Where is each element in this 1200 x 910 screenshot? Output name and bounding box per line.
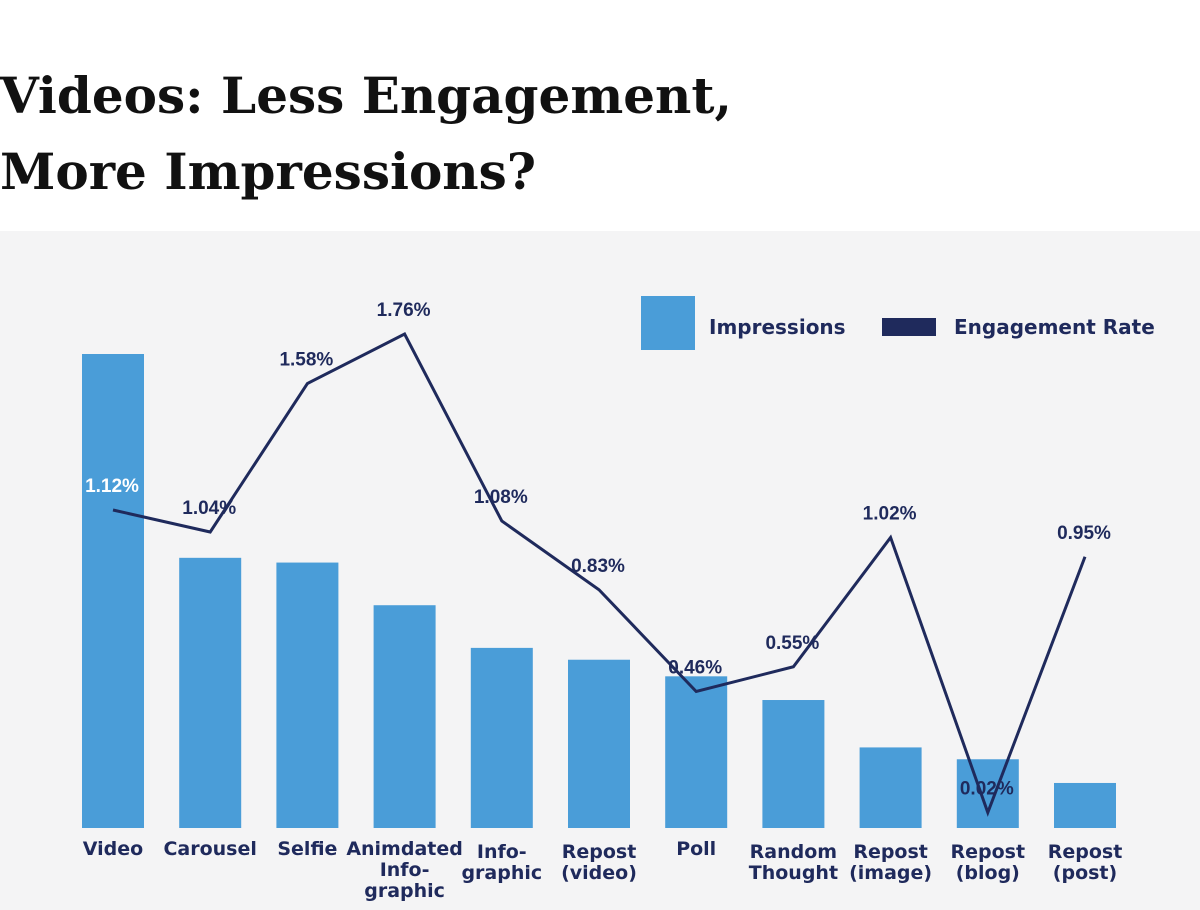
engagement-data-label: 1.04% (182, 498, 236, 519)
legend-impressions-swatch (641, 296, 695, 350)
category-label: Info-graphic (461, 841, 542, 884)
category-label: Repost (blog) (951, 841, 1026, 884)
impressions-bar (373, 605, 436, 828)
category-label: Repost (image) (849, 841, 932, 884)
impressions-bar (276, 562, 339, 828)
impressions-bar (82, 354, 144, 828)
engagement-data-label: 1.02% (863, 504, 917, 525)
impressions-bar (179, 557, 242, 828)
engagement-data-label: 1.08% (474, 487, 528, 508)
category-label: Selfie (277, 838, 337, 860)
chart-panel: 1.12% 1.04% 1.58% 1.76% 1.08% 0.83% 0.46% 0.55%… (0, 231, 1200, 910)
legend-impressions-label: Impressions (709, 315, 846, 339)
engagement-data-label: 1.58% (279, 350, 333, 371)
impressions-bar (568, 659, 630, 828)
category-label: Random Thought (749, 841, 838, 884)
engagement-data-label: 0.83% (571, 556, 625, 577)
category-label: Video (83, 838, 143, 860)
engagement-data-label: 0.55% (765, 633, 819, 654)
engagement-rate-line (112, 331, 1087, 817)
engagement-data-label: 1.76% (377, 300, 431, 321)
impressions-bar (665, 676, 728, 828)
engagement-data-label: 1.12% (85, 476, 139, 497)
impressions-bar (470, 647, 533, 828)
combo-chart: 1.12% 1.04% 1.58% 1.76% 1.08% 0.83% 0.46% 0.55%… (82, 296, 1155, 902)
impressions-bar (1054, 782, 1116, 828)
category-label: Repost (video) (561, 841, 637, 884)
impressions-bar (859, 747, 922, 828)
engagement-data-label: 0.02% (960, 779, 1014, 800)
category-label: Animdated Info-graphic (346, 838, 463, 902)
engagement-data-label: 0.95% (1057, 523, 1111, 544)
category-label: Carousel (163, 838, 256, 860)
legend-engagement-label: Engagement Rate (954, 315, 1155, 339)
category-label: Poll (676, 838, 716, 860)
category-label: Repost (post) (1048, 841, 1123, 884)
page-title: Videos: Less Engagement, More Impression… (0, 66, 732, 201)
impressions-bar (762, 700, 825, 828)
engagement-data-label: 0.46% (668, 658, 722, 679)
legend-engagement-swatch (882, 318, 936, 336)
